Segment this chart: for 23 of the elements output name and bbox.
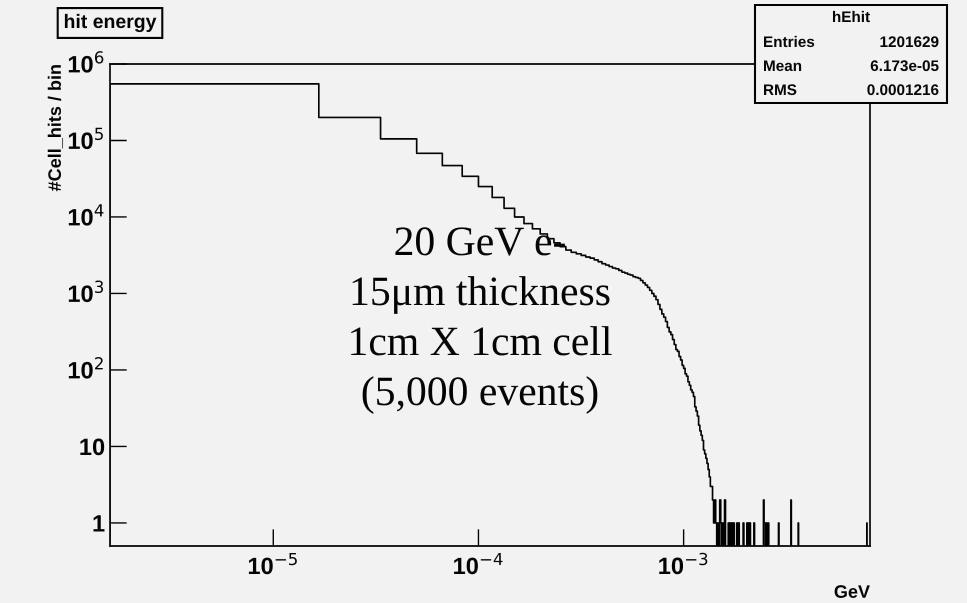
- text: 6.173e-05: [870, 60, 939, 72]
- y-tick-label: 10$^{3}$: [68, 280, 104, 302]
- annotation: Mean: [764, 60, 802, 72]
- annotation: 15μm thickness: [352, 276, 610, 314]
- y-axis-title: #Cell_hits / bin: [48, 65, 64, 192]
- annotation: 1cm X 1cm cell: [351, 326, 612, 356]
- chart-title: hit energy: [64, 14, 156, 32]
- x-axis-title: GeV: [834, 585, 870, 598]
- y-tick-label: 10$^{4}$: [68, 204, 104, 226]
- x-tick-label: 10$^{−3}$: [659, 552, 708, 574]
- y-tick-label: 10$^{6}$: [68, 51, 104, 73]
- y-tick-label: 1: [93, 515, 104, 532]
- text: hEhit: [832, 10, 870, 22]
- y-tick-label: 10$^{5}$: [68, 128, 103, 150]
- annotation: 0.0001216: [867, 84, 938, 96]
- annotation: RMS: [764, 84, 796, 96]
- x-tick-label: 10$^{−4}$: [454, 552, 503, 574]
- annotation: (5,000 events): [362, 376, 598, 414]
- x-tick-label: 10$^{−5}$: [248, 552, 297, 574]
- y-tick-label: 10: [80, 438, 104, 456]
- text: Entries: [764, 36, 814, 48]
- y-tick-label: 10$^{2}$: [68, 357, 103, 379]
- text: 1201629: [880, 36, 938, 48]
